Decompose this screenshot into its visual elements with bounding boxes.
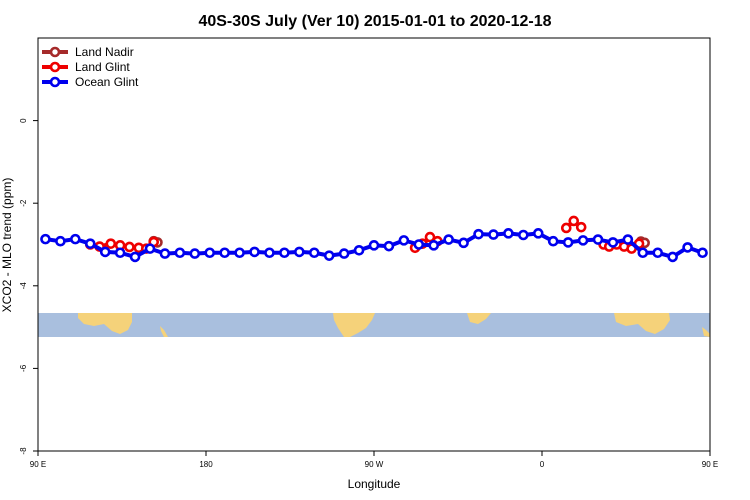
ocean-glint-point — [279, 247, 290, 259]
ocean-glint-point — [159, 248, 171, 259]
ocean-glint-point — [458, 237, 469, 249]
ocean-glint-point — [383, 240, 395, 252]
land-glint-point — [560, 222, 572, 234]
ocean-glint-point — [622, 234, 634, 245]
legend-label-land-glint: Land Glint — [75, 60, 130, 74]
legend-marker-land-nadir — [49, 46, 61, 58]
x-tick-label: 180 — [199, 460, 213, 469]
y-tick-label: -8 — [19, 447, 28, 455]
legend-label-ocean-glint: Ocean Glint — [75, 75, 139, 89]
ocean-glint-point — [667, 251, 678, 263]
ocean-glint-point — [637, 247, 649, 259]
map-strip — [38, 313, 710, 337]
ocean-glint-point — [174, 247, 186, 259]
ocean-glint-point — [114, 247, 126, 259]
chart-title: 40S-30S July (Ver 10) 2015-01-01 to 2020… — [198, 13, 551, 30]
ocean-glint-point — [189, 248, 201, 259]
ocean-glint-point — [308, 247, 320, 259]
y-axis-label: XCO2 - MLO trend (ppm) — [0, 178, 14, 313]
ocean-glint-point — [398, 235, 410, 246]
ocean-glint-point — [488, 229, 499, 240]
ocean-glint-point — [70, 233, 81, 245]
ocean-glint-point — [353, 244, 365, 256]
ocean-glint-point — [99, 246, 111, 258]
land-shape — [702, 327, 710, 337]
x-tick-label: 90 W — [365, 460, 384, 469]
ocean-glint-point — [607, 237, 619, 248]
land-shape — [614, 313, 670, 334]
ocean-glint-point — [204, 247, 216, 259]
ocean-glint-point — [682, 242, 693, 253]
plot-series — [40, 215, 708, 263]
x-axis: 90 E 180 90 W 0 90 E — [30, 451, 718, 469]
legend-marker-ocean-glint — [49, 76, 61, 88]
land-glint-point — [575, 221, 587, 233]
x-axis-label: Longitude — [348, 477, 401, 491]
ocean-glint-point — [264, 247, 275, 259]
ocean-glint-point — [249, 246, 260, 258]
ocean-glint-point — [40, 233, 51, 245]
ocean-glint-point — [323, 250, 335, 261]
x-tick-label: 0 — [540, 460, 545, 469]
ocean-glint-point — [562, 237, 574, 248]
x-tick-label: 90 E — [30, 460, 46, 469]
ocean-glint-point — [547, 235, 559, 247]
ocean-glint-point — [368, 240, 380, 251]
ocean-glint-point — [532, 228, 544, 239]
ocean-glint-point — [55, 235, 66, 247]
ocean-glint-point — [129, 251, 141, 263]
ocean-glint-point — [592, 234, 604, 245]
ocean-glint-point — [473, 228, 484, 240]
legend-marker-land-glint — [49, 61, 61, 73]
y-axis: 0 -2 -4 -6 -8 — [19, 118, 38, 455]
ocean-glint-point — [697, 247, 708, 259]
ocean-glint-point — [652, 247, 664, 259]
ocean-glint-point — [338, 248, 350, 259]
land-glint-point — [124, 241, 135, 253]
y-tick-label: -6 — [19, 364, 28, 372]
ocean-glint-point — [219, 247, 230, 259]
ocean-glint-point — [234, 247, 245, 259]
legend-label-land-nadir: Land Nadir — [75, 45, 134, 59]
land-shape — [333, 313, 375, 337]
ocean-band — [38, 313, 710, 337]
land-glint-point — [568, 215, 580, 227]
x-tick-label: 90 E — [702, 460, 718, 469]
land-glint-point — [105, 238, 117, 249]
y-tick-label: -4 — [19, 282, 28, 290]
y-tick-label: 0 — [19, 118, 28, 123]
ocean-glint-point — [413, 239, 425, 250]
land-shape — [78, 313, 132, 334]
ocean-glint-point — [84, 238, 96, 249]
land-glint-point — [424, 231, 436, 243]
ocean-glint-point — [518, 229, 529, 241]
ocean-glint-point — [443, 234, 454, 245]
ocean-glint-point — [577, 235, 589, 246]
y-tick-label: -2 — [19, 199, 28, 207]
ocean-glint-point — [503, 228, 514, 239]
land-shape — [467, 313, 491, 324]
ocean-glint-point — [144, 243, 156, 254]
ocean-glint-point — [294, 246, 305, 258]
ocean-glint-point — [428, 240, 440, 251]
land-shape — [160, 326, 168, 337]
